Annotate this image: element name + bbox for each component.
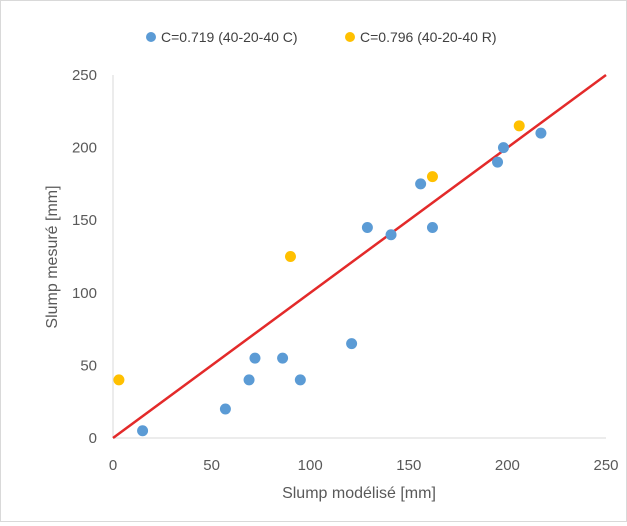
data-point-series-2 (113, 374, 125, 386)
legend: C=0.719 (40-20-40 C) C=0.796 (40-20-40 R… (146, 29, 497, 45)
x-tick-label: 150 (396, 457, 421, 474)
data-point-series-1 (219, 403, 231, 415)
data-point-series-1 (415, 178, 427, 190)
y-tick-label: 0 (89, 430, 97, 447)
legend-label-series-1: C=0.719 (40-20-40 C) (161, 29, 298, 45)
legend-marker-series-2 (345, 32, 355, 42)
data-point-series-1 (361, 221, 373, 233)
reference-line-group (112, 73, 607, 440)
x-tick-label: 0 (109, 457, 117, 474)
data-point-series-2 (513, 120, 525, 132)
x-axis-title: Slump modélisé [mm] (282, 485, 436, 502)
data-point-series-1 (535, 127, 547, 139)
y-tick-label: 250 (72, 67, 97, 84)
legend-label-series-2: C=0.796 (40-20-40 R) (360, 29, 497, 45)
reference-line (112, 73, 607, 440)
data-point-series-1 (277, 352, 289, 364)
data-point-series-1 (497, 142, 509, 154)
data-point-series-1 (243, 374, 255, 386)
data-point-series-1 (385, 229, 397, 241)
data-point-series-2 (426, 171, 438, 183)
x-tick-label: 50 (203, 457, 220, 474)
y-tick-label: 200 (72, 140, 97, 157)
y-axis-title: Slump mesuré [mm] (44, 185, 61, 328)
data-point-series-1 (294, 374, 306, 386)
data-point-series-1 (249, 352, 261, 364)
y-tick-labels: 0 50 100 150 200 250 (72, 67, 97, 447)
x-tick-label: 100 (298, 457, 323, 474)
data-point-series-1 (346, 338, 358, 350)
data-point-series-1 (137, 425, 149, 437)
data-point-series-2 (284, 251, 296, 262)
x-tick-label: 200 (495, 457, 520, 474)
legend-marker-series-1 (146, 32, 156, 42)
y-tick-label: 100 (72, 285, 97, 302)
y-tick-label: 50 (80, 357, 97, 374)
data-point-series-1 (492, 156, 504, 168)
y-tick-label: 150 (72, 212, 97, 229)
data-point-series-1 (426, 221, 438, 233)
x-tick-label: 250 (593, 457, 618, 474)
data-points (113, 120, 547, 437)
x-tick-labels: 0 50 100 150 200 250 (109, 457, 619, 474)
